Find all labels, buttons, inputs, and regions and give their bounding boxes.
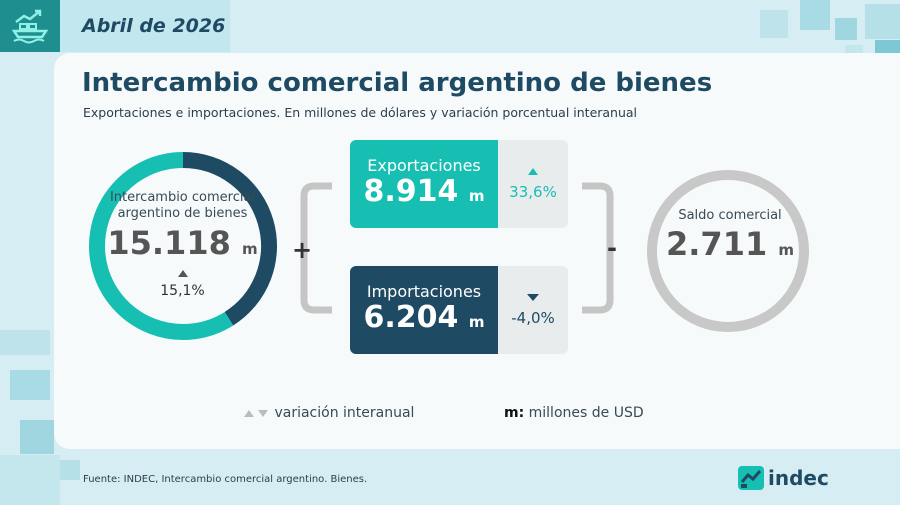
exports-value-row: 8.914 m — [363, 173, 485, 213]
page-title: Intercambio comercial argentino de biene… — [82, 68, 713, 98]
total-variation: 15,1% — [160, 283, 205, 299]
report-date: Abril de 2026 — [60, 0, 230, 52]
exports-up-arrow-icon — [528, 167, 538, 175]
indec-logo-icon — [738, 466, 764, 490]
page-subtitle: Exportaciones e importaciones. En millon… — [83, 105, 638, 120]
imports-value-row: 6.204 m — [363, 299, 485, 339]
unit-legend-key: m: — [504, 405, 525, 421]
balance-value-row: 2.711 m — [650, 225, 810, 263]
balance-text: Saldo comercial 2.711 m — [650, 208, 810, 263]
variation-legend: variación interanual — [244, 405, 414, 421]
donut-slice-exports — [89, 152, 234, 340]
total-value: 15.118 — [107, 224, 231, 262]
balance-label: Saldo comercial — [678, 208, 782, 223]
total-label: Intercambio comercial argentino de biene… — [109, 190, 256, 221]
exports-label: Exportaciones — [367, 155, 481, 175]
exports-unit: m — [468, 186, 485, 205]
infographic-card — [54, 53, 900, 449]
unit-legend: m: millones de USD — [504, 405, 644, 421]
total-donut-text: Intercambio comercial argentino de biene… — [100, 190, 265, 299]
exports-value: 8.914 — [363, 173, 459, 209]
total-up-arrow-icon — [100, 262, 265, 281]
total-value-row: 15.118 m — [100, 224, 265, 262]
minus-operator: - — [607, 234, 617, 262]
imports-variation: -4,0% — [511, 308, 555, 327]
balance-unit: m — [778, 241, 794, 259]
ship-chart-icon — [0, 0, 60, 52]
balance-ring — [647, 170, 809, 332]
total-donut-chart — [89, 152, 277, 340]
imports-down-arrow-icon — [527, 293, 539, 301]
source-note: Fuente: INDEC, Intercambio comercial arg… — [83, 474, 368, 485]
plus-operator: + — [292, 236, 313, 264]
legend-arrows-icon — [244, 405, 269, 421]
donut-slice-imports — [182, 152, 277, 326]
exports-box: Exportaciones 8.914 m — [350, 140, 498, 228]
imports-box: Importaciones 6.204 m — [350, 266, 498, 354]
imports-value: 6.204 — [363, 299, 459, 335]
brackets — [300, 182, 614, 314]
imports-variation-box: -4,0% — [498, 266, 568, 354]
imports-unit: m — [468, 312, 485, 331]
header: Abril de 2026 — [0, 0, 900, 60]
exports-variation-box: 33,6% — [498, 140, 568, 228]
balance-value: 2.711 — [666, 225, 768, 263]
indec-logo: indec — [738, 466, 829, 490]
imports-label: Importaciones — [366, 281, 482, 301]
unit-legend-text: millones de USD — [528, 405, 644, 421]
indec-logo-text: indec — [768, 466, 829, 490]
variation-legend-text: variación interanual — [274, 405, 415, 421]
exports-variation: 33,6% — [509, 182, 557, 201]
total-unit: m — [241, 240, 258, 258]
